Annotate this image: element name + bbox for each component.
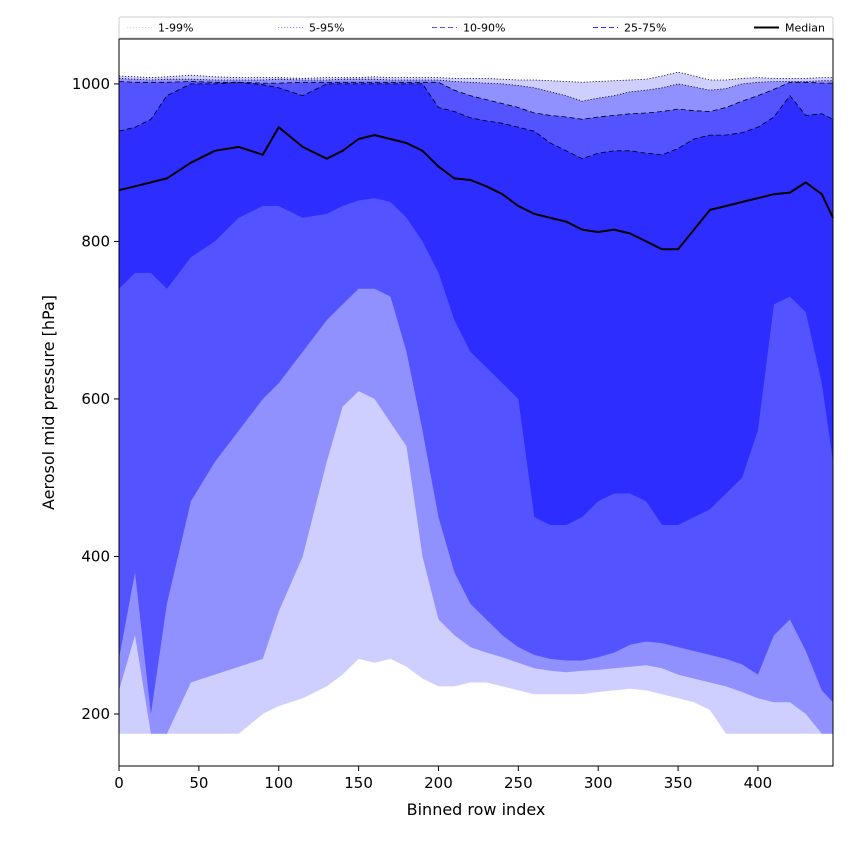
x-axis-ticks: 0 50 100 150 200 250 300 350 400 xyxy=(114,766,772,792)
legend-label-4: 25-75% xyxy=(624,22,666,35)
band-edge-line-3 xyxy=(118,81,833,120)
x-axis-label: Binned row index xyxy=(407,800,546,819)
x-tick-label: 50 xyxy=(189,774,208,792)
x-tick-label: 100 xyxy=(264,774,293,792)
y-tick-label: 1000 xyxy=(72,75,110,93)
band-edge-line-1 xyxy=(118,71,833,83)
legend-label-5: Median xyxy=(785,22,825,35)
x-tick-label: 0 xyxy=(114,774,124,792)
x-tick-label: 200 xyxy=(424,774,453,792)
legend: 1-99% 5-95% 10-90% 25-75% Median xyxy=(118,16,834,39)
band-edge-line-4 xyxy=(118,81,834,160)
y-tick-label: 800 xyxy=(81,232,110,250)
x-tick-label: 400 xyxy=(744,774,773,792)
legend-label-2: 5-95% xyxy=(309,22,344,35)
plot-frame xyxy=(118,38,834,767)
data-lines xyxy=(118,71,834,251)
legend-box xyxy=(118,16,834,39)
x-tick-label: 150 xyxy=(344,774,373,792)
x-tick-label: 350 xyxy=(664,774,693,792)
y-tick-label: 600 xyxy=(81,390,110,408)
median-line xyxy=(118,126,834,251)
y-axis-ticks: 200 400 600 800 1000 xyxy=(72,75,119,723)
y-tick-label: 200 xyxy=(81,705,110,723)
y-tick-label: 400 xyxy=(81,547,110,565)
legend-label-3: 10-90% xyxy=(463,22,505,35)
x-tick-label: 250 xyxy=(504,774,533,792)
y-axis-label: Aerosol mid pressure [hPa] xyxy=(39,295,58,510)
legend-label-1: 1-99% xyxy=(158,22,193,35)
percentile-bands xyxy=(119,72,833,734)
band-area-4 xyxy=(119,82,833,526)
x-tick-label: 300 xyxy=(584,774,613,792)
